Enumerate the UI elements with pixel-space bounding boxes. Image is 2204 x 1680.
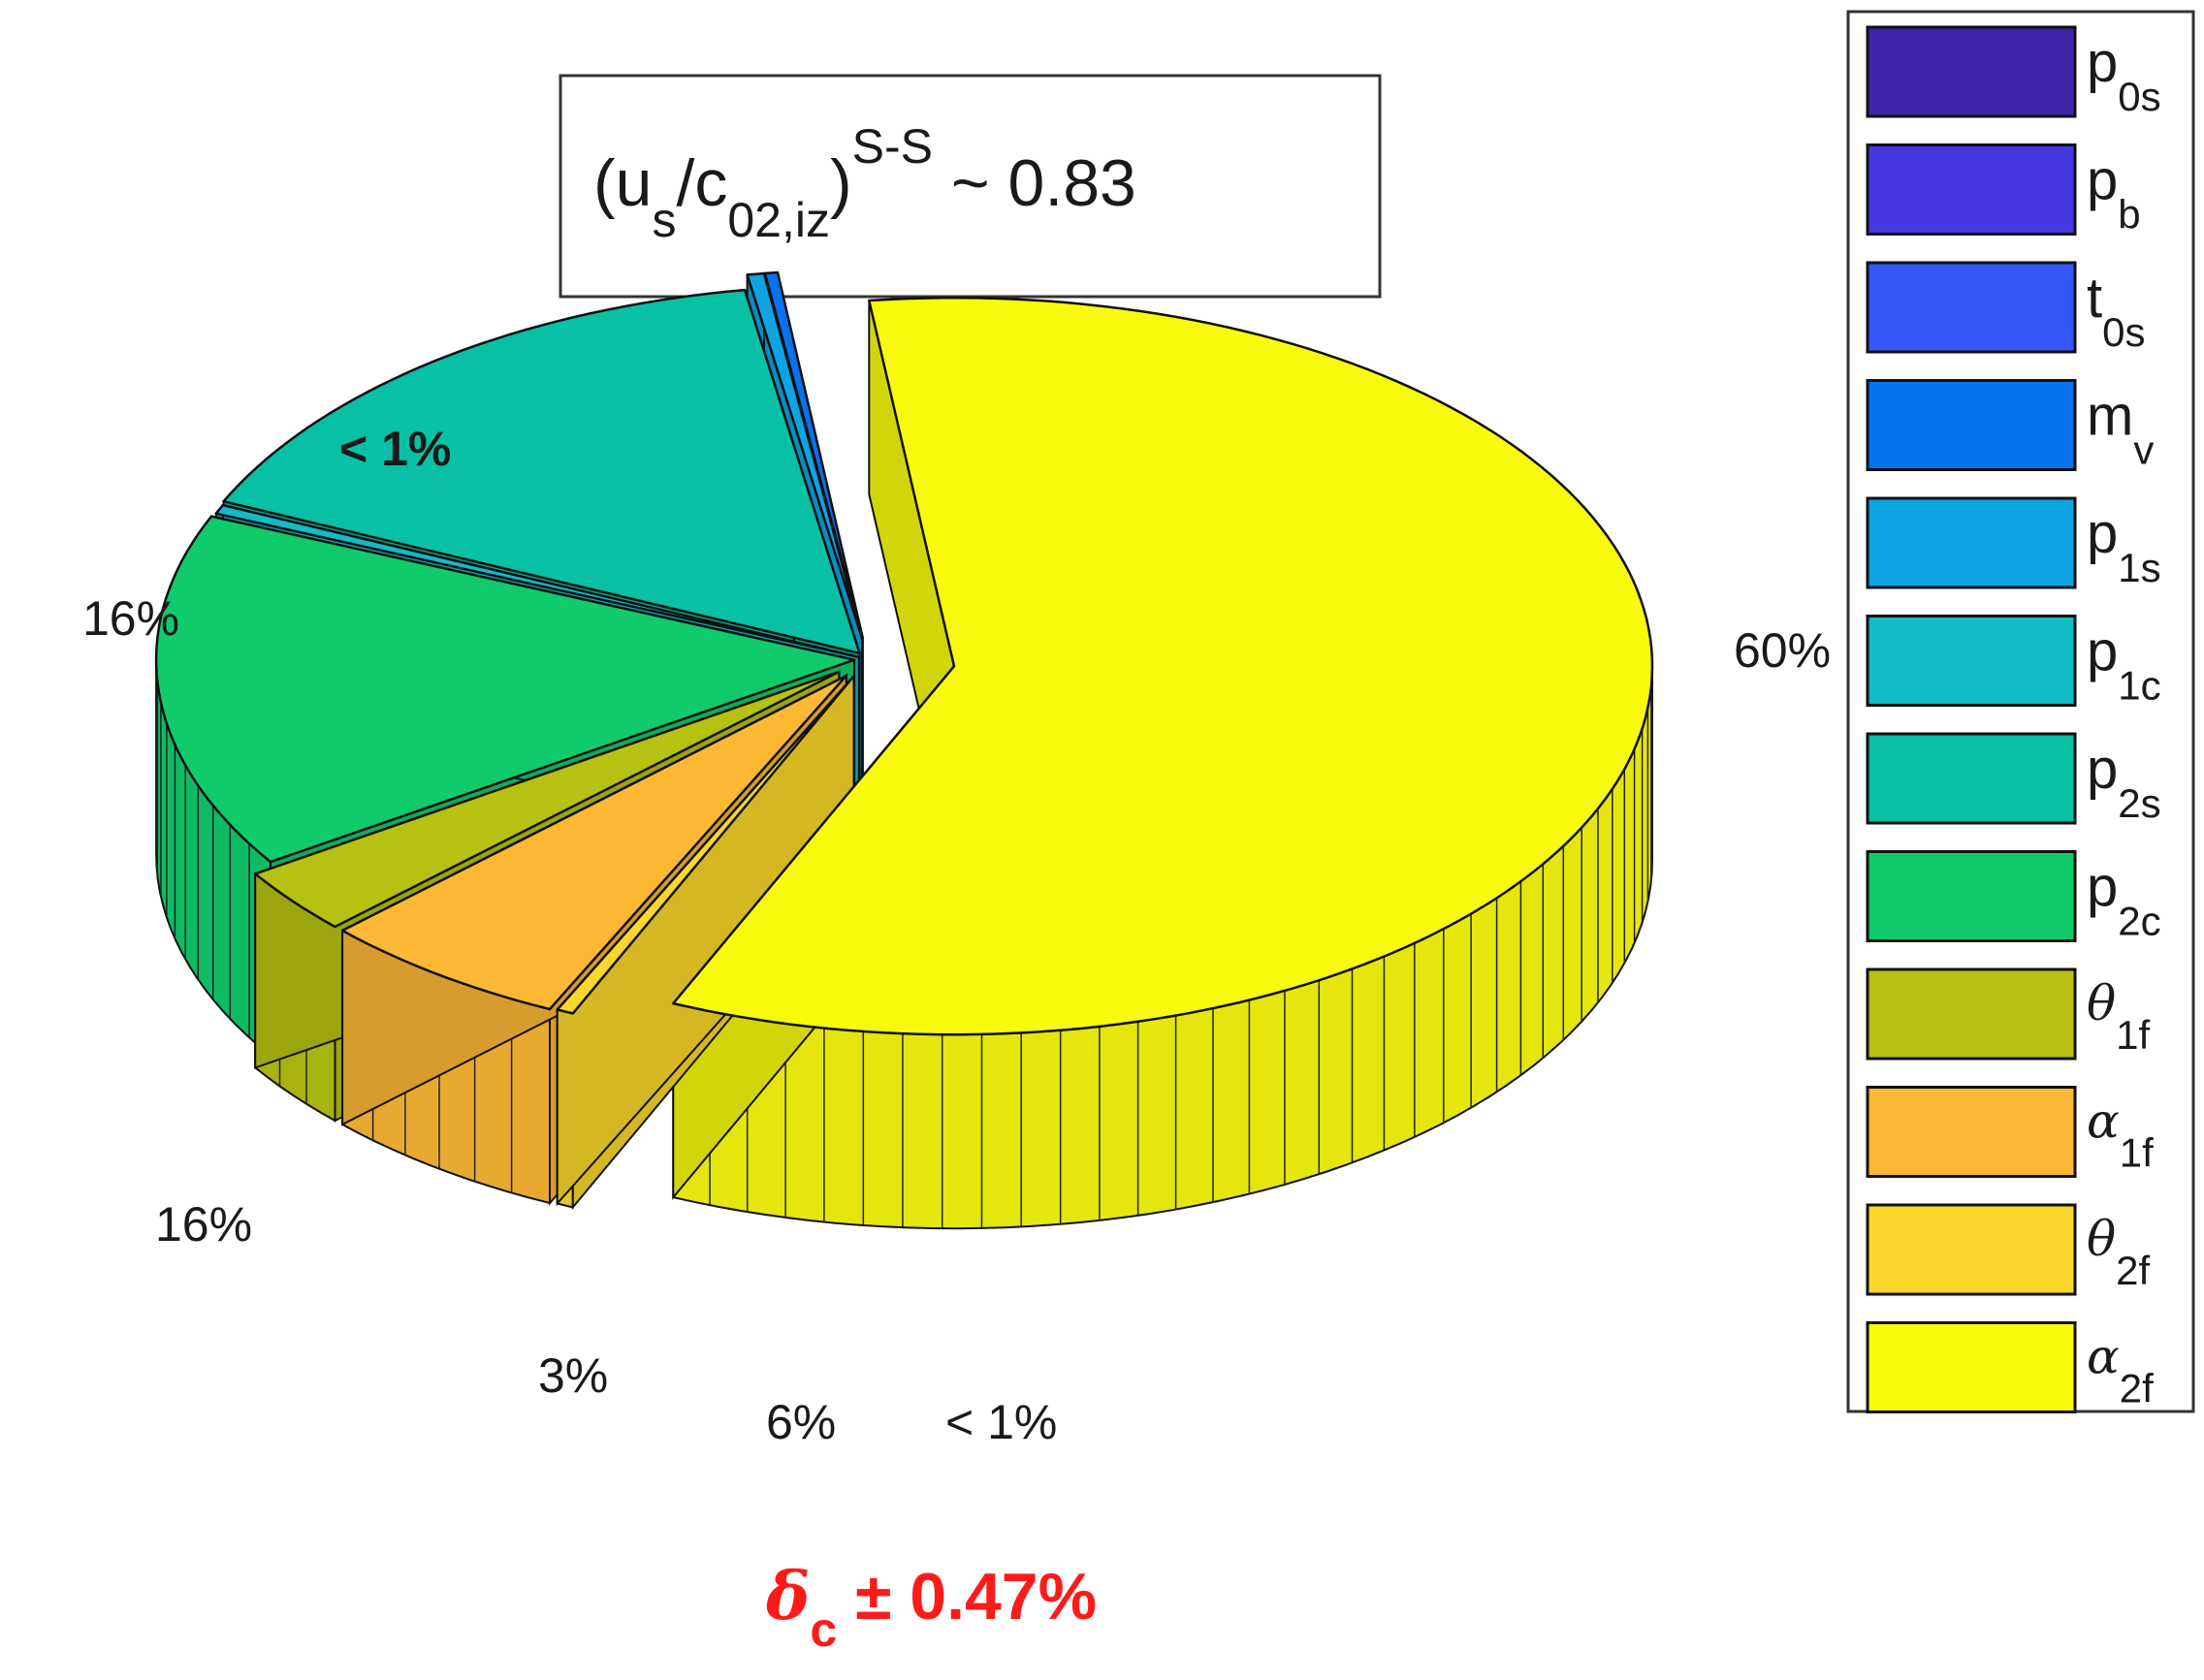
- legend-swatch: [1866, 25, 2077, 118]
- legend-label-sub: 0s: [2118, 74, 2160, 119]
- legend-swatch: [1866, 496, 2077, 589]
- legend-label-main: α: [2087, 1094, 2120, 1150]
- legend-swatch: [1866, 143, 2077, 236]
- legend-entry-2: t0s: [1866, 261, 2145, 355]
- legend-entry-9: α1f: [1866, 1086, 2154, 1178]
- legend-label: θ2f: [2087, 1211, 2150, 1293]
- legend-label: p0s: [2087, 31, 2161, 119]
- title-box: (us/c02,iz)S-S ~ 0.83: [559, 74, 1382, 299]
- title-suffix: ~ 0.83: [933, 146, 1136, 220]
- slice-labels: 60% < 1% 6% 3% 16% 16% < 1%: [82, 422, 1831, 1449]
- legend-label-main: p: [2087, 738, 2118, 801]
- legend-label-sub: 0s: [2102, 309, 2145, 355]
- legend-label-sub: 2s: [2118, 780, 2160, 826]
- slice-label-theta2f: < 1%: [945, 1395, 1057, 1449]
- legend-entry-7: p2c: [1866, 850, 2161, 944]
- legend-swatch: [1866, 967, 2077, 1061]
- legend-entry-1: pb: [1866, 143, 2141, 238]
- legend-entry-3: mv: [1866, 379, 2154, 473]
- legend-label: p1s: [2087, 502, 2161, 590]
- legend-label-sub: 2f: [2116, 1248, 2150, 1293]
- legend-label-main: θ: [2087, 975, 2116, 1031]
- legend-label-sub: b: [2118, 192, 2140, 238]
- slice-top-theta2f: [556, 675, 855, 1015]
- legend-label-sub: v: [2133, 428, 2154, 473]
- legend-frame: [1846, 10, 2195, 1413]
- legend-label-main: m: [2087, 385, 2133, 448]
- legend-label: t0s: [2087, 267, 2145, 355]
- title-close: ): [830, 146, 852, 220]
- legend-label-main: p: [2087, 856, 2118, 919]
- legend-swatch: [1866, 379, 2077, 471]
- title-box-frame: [559, 74, 1382, 299]
- legend-label-sub: 2c: [2118, 899, 2160, 944]
- legend-label-sub: 1f: [2116, 1012, 2150, 1058]
- legend-label: α2f: [2087, 1329, 2154, 1411]
- annotation-text: ± 0.47%: [837, 1560, 1097, 1633]
- pie-tops: [154, 270, 1654, 1036]
- legend-label-sub: 2f: [2120, 1366, 2154, 1411]
- legend-swatch: [1866, 261, 2077, 354]
- slice-top-theta1f: [253, 670, 841, 929]
- legend-swatch: [1866, 850, 2077, 942]
- slice-top-p2c: [154, 515, 856, 864]
- legend-label-main: p: [2087, 502, 2118, 565]
- legend-label: pb: [2087, 149, 2141, 238]
- slice-label-alpha1f: 6%: [766, 1395, 836, 1449]
- slice-label-p2s: 16%: [82, 591, 179, 646]
- legend-label-sub: 1c: [2118, 663, 2160, 709]
- slice-top-alpha2f: [672, 296, 1654, 1036]
- legend-entry-8: θ1f: [1866, 967, 2150, 1061]
- legend-label-main: θ: [2087, 1211, 2116, 1267]
- legend-label-sub: 1s: [2118, 545, 2160, 590]
- legend-label-main: p: [2087, 620, 2118, 683]
- annotation-symbol: δ: [765, 1558, 810, 1635]
- legend-label-main: p: [2087, 31, 2118, 94]
- legend-swatch: [1866, 1086, 2077, 1178]
- legend-label: mv: [2087, 385, 2154, 473]
- legend-label: θ1f: [2087, 975, 2150, 1058]
- legend-entry-4: p1s: [1866, 496, 2161, 590]
- legend-label-sub: 1f: [2120, 1130, 2154, 1176]
- legend-label: p2c: [2087, 856, 2161, 944]
- slice-top-mv: [763, 270, 865, 640]
- legend-label: α1f: [2087, 1094, 2154, 1176]
- slice-label-theta1f: 3%: [538, 1348, 608, 1403]
- legend-swatch: [1866, 615, 2077, 707]
- legend-swatch: [1866, 732, 2077, 825]
- slice-label-p1s: < 1%: [339, 422, 451, 476]
- legend-label-main: p: [2087, 149, 2118, 212]
- slice-label-alpha2f: 60%: [1734, 623, 1831, 678]
- title-sub-s: s: [652, 193, 676, 247]
- slice-label-p2c: 16%: [155, 1197, 252, 1252]
- legend-label: p1c: [2087, 620, 2161, 709]
- legend-label-main: α: [2087, 1329, 2120, 1385]
- slice-top-p2s: [222, 288, 861, 655]
- slice-top-alpha1f: [340, 674, 848, 1011]
- legend-swatch: [1866, 1321, 2077, 1413]
- legend-swatch: [1866, 1203, 2077, 1296]
- legend-entry-6: p2s: [1866, 732, 2161, 826]
- legend-label: p2s: [2087, 738, 2161, 826]
- legend-label-main: t: [2087, 267, 2102, 330]
- chart-title: (us/c02,iz)S-S ~ 0.83: [593, 119, 1136, 247]
- legend-entry-0: p0s: [1866, 25, 2161, 119]
- slice-top-p1c: [214, 503, 861, 659]
- annotation-sub: c: [810, 1602, 837, 1657]
- legend-entry-11: α2f: [1866, 1321, 2154, 1413]
- title-open: (u: [593, 146, 652, 220]
- legend-entry-10: θ2f: [1866, 1203, 2150, 1296]
- legend-entry-5: p1c: [1866, 615, 2161, 709]
- title-superscript: S-S: [852, 119, 933, 174]
- title-sub-02iz: 02,iz: [727, 193, 830, 247]
- title-slash: /c: [676, 146, 727, 220]
- uncertainty-annotation: δc ± 0.47%: [765, 1558, 1097, 1657]
